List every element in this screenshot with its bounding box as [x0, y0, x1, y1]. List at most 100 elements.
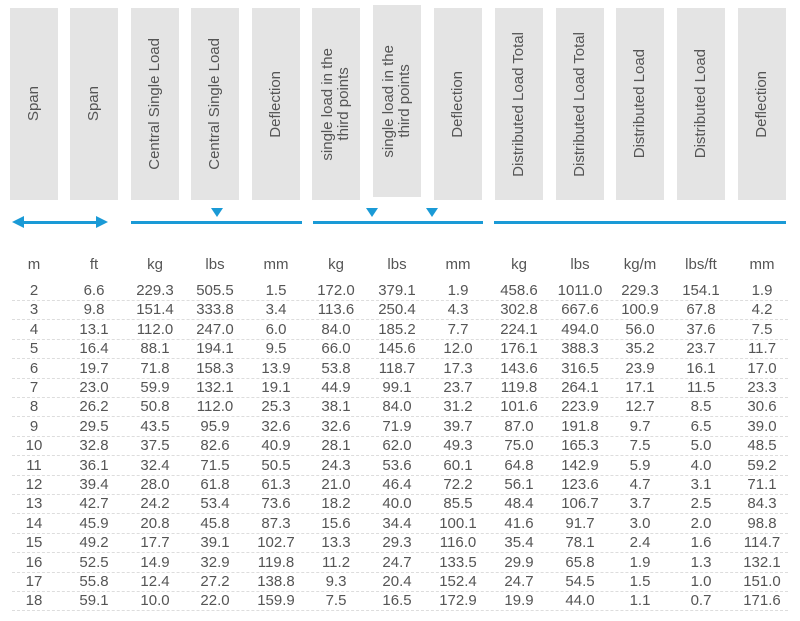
table-cell: 43.5 [140, 417, 170, 435]
table-cell: 75.0 [504, 437, 534, 455]
table-cell: 159.9 [257, 592, 295, 610]
table-cell: 19.9 [504, 592, 534, 610]
table-cell: 5.0 [690, 437, 712, 455]
table-cell: 73.6 [261, 495, 291, 513]
table-cell: 17 [25, 573, 43, 590]
table-cell: 30.6 [747, 398, 777, 416]
table-cell: 44.9 [321, 379, 351, 396]
table-cell: 71.1 [747, 476, 777, 493]
column-header-label: Distributed Load [631, 49, 648, 159]
table-cell: 10 [25, 437, 43, 455]
unit-label: lbs [570, 256, 590, 273]
table-cell: 17.3 [443, 359, 473, 377]
table-cell: 32.6 [261, 417, 291, 435]
table-cell: 53.6 [382, 456, 412, 474]
table-cell: 61.8 [200, 476, 230, 493]
table-cell: 6.6 [83, 282, 105, 299]
table-cell: 4.7 [629, 476, 651, 493]
table-cell: 119.8 [257, 553, 295, 571]
table-cell: 1011.0 [557, 282, 603, 299]
table-cell: 145.6 [378, 340, 416, 358]
table-cell: 35.4 [504, 534, 534, 552]
table-cell: 9.7 [629, 417, 651, 435]
table-cell: 85.5 [443, 495, 473, 513]
table-cell: 66.0 [321, 340, 351, 358]
table-cell: 13.1 [79, 320, 109, 338]
table-cell: 71.9 [382, 417, 412, 435]
table-cell: 65.8 [565, 553, 595, 571]
table-cell: 1.5 [629, 573, 651, 590]
row-divider [12, 416, 788, 418]
table-cell: 23.7 [686, 340, 716, 358]
table-cell: 11.2 [321, 553, 351, 571]
table-cell: 2.4 [629, 534, 651, 552]
table-cell: 102.7 [257, 534, 295, 552]
table-cell: 133.5 [439, 553, 477, 571]
table-cell: 16 [25, 553, 43, 571]
table-cell: 32.8 [79, 437, 109, 455]
table-cell: 123.6 [561, 476, 599, 493]
table-cell: 112.0 [196, 398, 234, 416]
table-cell: 8.5 [690, 398, 712, 416]
table-cell: 24.7 [504, 573, 534, 590]
table-cell: 87.3 [261, 514, 291, 532]
row-divider [12, 319, 788, 321]
table-cell: 31.2 [443, 398, 473, 416]
third-points-beam [313, 221, 483, 224]
table-cell: 16.5 [382, 592, 412, 610]
table-cell: 3.7 [629, 495, 651, 513]
row-divider [12, 338, 788, 340]
column-header-label: Deflection [449, 70, 466, 138]
table-cell: 7 [29, 379, 39, 396]
table-cell: 12.4 [140, 573, 170, 590]
table-cell: 41.6 [504, 514, 534, 532]
table-cell: 4.3 [447, 301, 469, 319]
table-cell: 8 [29, 398, 39, 416]
table-cell: 171.6 [743, 592, 781, 610]
table-cell: 116.0 [439, 534, 477, 552]
triangle-down-icon [366, 208, 378, 217]
column-header-label: Distributed Load [692, 49, 709, 159]
table-cell: 12 [25, 476, 43, 493]
table-cell: 25.3 [261, 398, 291, 416]
table-cell: 143.6 [500, 359, 538, 377]
table-cell: 316.5 [561, 359, 599, 377]
column-header: Deflection [434, 8, 482, 200]
column-header: Deflection [252, 8, 300, 200]
table-cell: 29.9 [504, 553, 534, 571]
table-cell: 28.1 [321, 437, 351, 455]
table-cell: 67.8 [686, 301, 716, 319]
table-cell: 49.3 [443, 437, 473, 455]
row-divider [12, 552, 788, 554]
table-cell: 72.2 [443, 476, 473, 493]
table-cell: 152.4 [439, 573, 477, 590]
table-cell: 84.0 [321, 320, 351, 338]
table-cell: 505.5 [196, 282, 234, 299]
table-cell: 264.1 [561, 379, 599, 396]
table-cell: 29.5 [79, 417, 109, 435]
table-cell: 24.2 [140, 495, 170, 513]
unit-label: lbs [205, 256, 225, 273]
table-cell: 3 [29, 301, 39, 319]
table-cell: 16.4 [79, 340, 109, 358]
table-cell: 14 [25, 514, 43, 532]
table-cell: 39.4 [79, 476, 109, 493]
triangle-down-icon [211, 208, 223, 217]
table-cell: 53.4 [200, 495, 230, 513]
table-cell: 50.5 [261, 456, 291, 474]
table-cell: 7.5 [751, 320, 773, 338]
table-cell: 17.7 [140, 534, 170, 552]
table-cell: 1.1 [629, 592, 651, 610]
table-cell: 2.0 [690, 514, 712, 532]
table-cell: 1.5 [265, 282, 287, 299]
table-cell: 458.6 [500, 282, 538, 299]
column-header: Distributed Load Total [495, 8, 543, 200]
table-cell: 667.6 [561, 301, 599, 319]
table-cell: 32.6 [321, 417, 351, 435]
table-cell: 250.4 [378, 301, 416, 319]
column-header: single load in the third points [312, 8, 360, 200]
table-cell: 26.2 [79, 398, 109, 416]
table-cell: 101.6 [500, 398, 538, 416]
table-cell: 0.7 [690, 592, 712, 610]
table-cell: 185.2 [378, 320, 416, 338]
